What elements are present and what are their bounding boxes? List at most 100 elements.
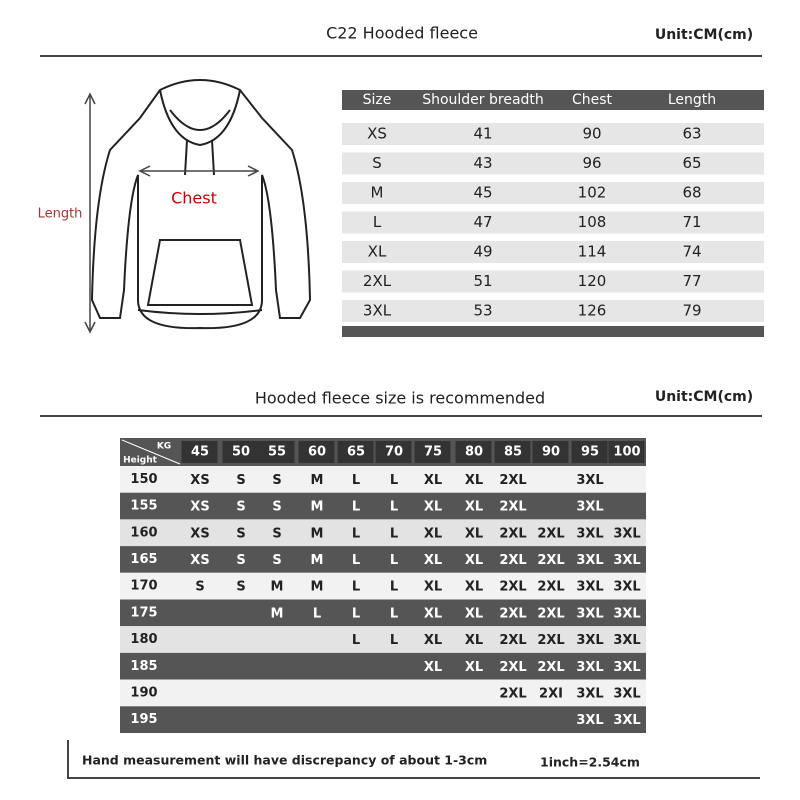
row-bg bbox=[120, 466, 646, 493]
weight: 85 bbox=[504, 445, 522, 460]
size: M bbox=[311, 553, 324, 568]
size: L bbox=[352, 500, 360, 515]
height: 165 bbox=[130, 552, 157, 567]
size: S bbox=[236, 526, 245, 541]
weight-cell bbox=[181, 441, 218, 463]
size: XS bbox=[190, 526, 209, 541]
height: 155 bbox=[130, 499, 157, 514]
row-bg bbox=[120, 626, 646, 653]
height: 160 bbox=[130, 525, 157, 540]
row-bg bbox=[120, 546, 646, 573]
size: 3XL bbox=[576, 686, 603, 701]
size: 3XL bbox=[576, 606, 603, 621]
cell: 49 bbox=[473, 243, 492, 261]
size: XL bbox=[424, 580, 442, 595]
size: XL bbox=[465, 580, 483, 595]
column-header: Shoulder breadth bbox=[422, 92, 544, 108]
size: S bbox=[236, 473, 245, 488]
unit: Unit:CM(cm) bbox=[655, 27, 753, 43]
size: L bbox=[352, 633, 360, 648]
size: L bbox=[390, 606, 398, 621]
arrow-heads bbox=[138, 165, 260, 177]
cell: 79 bbox=[682, 302, 701, 320]
weight-cell bbox=[222, 441, 259, 463]
row-bar bbox=[342, 211, 764, 234]
weight-cell bbox=[494, 441, 531, 463]
size: L bbox=[390, 553, 398, 568]
size: S bbox=[236, 500, 245, 515]
size: XL bbox=[424, 553, 442, 568]
column-header: Length bbox=[668, 92, 716, 108]
weight-cell bbox=[298, 441, 335, 463]
row-bar bbox=[342, 182, 764, 204]
cell: 102 bbox=[578, 184, 607, 202]
size: S bbox=[236, 580, 245, 595]
size: S bbox=[272, 473, 281, 488]
weight-cell bbox=[375, 441, 412, 463]
weight: 75 bbox=[424, 445, 442, 460]
cell: 126 bbox=[578, 302, 607, 320]
size: L bbox=[313, 606, 321, 621]
cell: 68 bbox=[682, 184, 701, 202]
size: XS bbox=[190, 473, 209, 488]
size: L bbox=[390, 633, 398, 648]
size: XL bbox=[465, 553, 483, 568]
cell: XS bbox=[367, 125, 387, 143]
cell: 114 bbox=[578, 243, 607, 261]
size: 2XL bbox=[537, 633, 564, 648]
row-bar bbox=[342, 152, 764, 175]
cell: 90 bbox=[582, 125, 601, 143]
weight: 50 bbox=[232, 445, 250, 460]
cell: 3XL bbox=[363, 302, 392, 320]
footer-conversion: 1inch=2.54cm bbox=[540, 755, 640, 770]
footer-bar bbox=[342, 326, 764, 337]
corner-weight: KG bbox=[157, 442, 171, 452]
header-bar bbox=[342, 90, 764, 110]
weight: 60 bbox=[308, 445, 326, 460]
size: 3XL bbox=[613, 686, 640, 701]
cell: 71 bbox=[682, 213, 701, 231]
size: L bbox=[390, 500, 398, 515]
weight-cell bbox=[571, 441, 608, 463]
cell: 51 bbox=[473, 272, 492, 290]
size: 3XL bbox=[613, 713, 640, 728]
weight-cell bbox=[337, 441, 374, 463]
row-bg bbox=[120, 599, 646, 627]
corner-height: Height bbox=[123, 456, 158, 466]
recommend-title: Hooded fleece size is recommended bbox=[255, 389, 545, 408]
size: 2XL bbox=[499, 580, 526, 595]
cell: 43 bbox=[473, 154, 492, 172]
row-bg bbox=[120, 572, 646, 600]
weight: 80 bbox=[465, 445, 483, 460]
size: XL bbox=[424, 500, 442, 515]
size: 3XL bbox=[613, 633, 640, 648]
weight: 70 bbox=[385, 445, 403, 460]
size: L bbox=[352, 473, 360, 488]
size: 2XL bbox=[537, 526, 564, 541]
size: L bbox=[390, 526, 398, 541]
weight-cell bbox=[608, 441, 645, 463]
size: 3XL bbox=[613, 526, 640, 541]
hoodie-illustration bbox=[90, 79, 312, 330]
size: 2XL bbox=[499, 553, 526, 568]
size: 3XL bbox=[576, 500, 603, 515]
size: 2XL bbox=[499, 633, 526, 648]
row-bar bbox=[342, 241, 764, 263]
unit: Unit:CM(cm) bbox=[655, 389, 753, 405]
weight: 90 bbox=[542, 445, 560, 460]
weight: 65 bbox=[347, 445, 365, 460]
size: XL bbox=[465, 633, 483, 648]
title: C22 Hooded fleece bbox=[326, 24, 478, 43]
size: XS bbox=[190, 500, 209, 515]
chest-label: Chest bbox=[171, 189, 217, 208]
size: 3XL bbox=[613, 660, 640, 675]
cell: S bbox=[372, 154, 382, 172]
size: 2XL bbox=[499, 473, 526, 488]
cell: 77 bbox=[682, 272, 701, 290]
weight: 95 bbox=[581, 445, 599, 460]
size: S bbox=[236, 553, 245, 568]
size: XL bbox=[424, 526, 442, 541]
weight-cell bbox=[258, 441, 295, 463]
size: 2XL bbox=[499, 526, 526, 541]
